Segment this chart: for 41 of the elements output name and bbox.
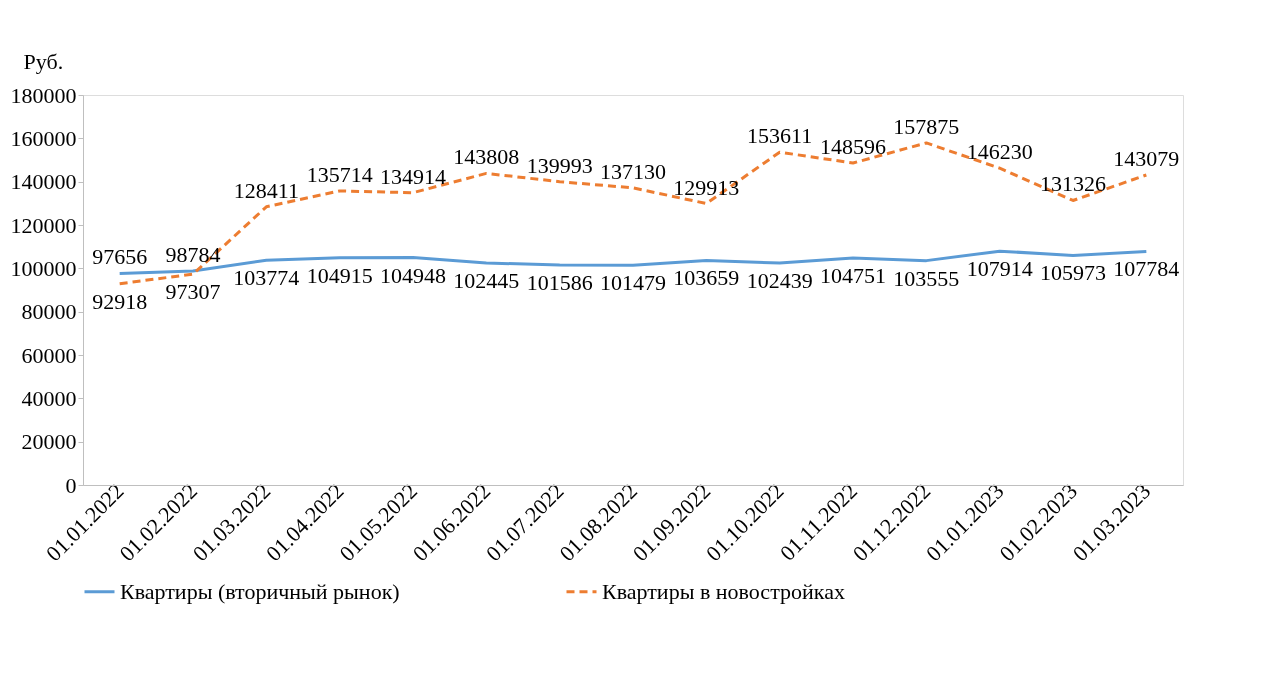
data-label: 148596 bbox=[820, 134, 886, 160]
data-label: 131326 bbox=[1040, 171, 1106, 197]
data-label: 92918 bbox=[92, 288, 148, 314]
data-label: 107914 bbox=[966, 256, 1033, 282]
legend-label: Квартиры (вторичный рынок) bbox=[120, 578, 400, 604]
data-label: 104915 bbox=[306, 262, 373, 288]
data-label: 143808 bbox=[453, 144, 520, 170]
data-label: 139993 bbox=[526, 152, 593, 178]
data-label: 134914 bbox=[380, 163, 446, 189]
y-axis-title: Руб. bbox=[23, 48, 64, 74]
data-label: 137130 bbox=[600, 158, 666, 184]
y-tick-label: 100000 bbox=[10, 255, 77, 281]
data-label: 153611 bbox=[747, 123, 813, 149]
data-label: 101479 bbox=[600, 270, 666, 296]
y-tick-label: 120000 bbox=[10, 212, 77, 238]
data-label: 98784 bbox=[165, 241, 221, 267]
y-tick-label: 40000 bbox=[21, 385, 77, 411]
data-label: 103774 bbox=[233, 265, 300, 291]
y-tick-label: 180000 bbox=[10, 82, 77, 108]
data-label: 104948 bbox=[380, 262, 446, 288]
y-tick-label: 20000 bbox=[21, 429, 77, 455]
data-label: 105973 bbox=[1040, 260, 1106, 286]
y-tick-label: 80000 bbox=[21, 299, 77, 325]
data-label: 146230 bbox=[966, 139, 1033, 165]
data-label: 103659 bbox=[673, 265, 740, 291]
y-tick-label: 60000 bbox=[21, 342, 77, 368]
y-tick-label: 140000 bbox=[10, 169, 77, 195]
data-label: 102445 bbox=[453, 268, 520, 294]
y-tick-label: 160000 bbox=[10, 125, 77, 151]
data-label: 97307 bbox=[165, 279, 221, 305]
data-label: 157875 bbox=[893, 113, 960, 139]
data-label: 102439 bbox=[746, 268, 813, 294]
data-label: 143079 bbox=[1113, 146, 1180, 171]
data-label: 103555 bbox=[893, 265, 960, 291]
data-label: 107784 bbox=[1113, 256, 1180, 282]
data-label: 104751 bbox=[820, 263, 886, 289]
data-label: 97656 bbox=[92, 244, 148, 270]
data-label: 101586 bbox=[526, 269, 593, 295]
data-label: 135714 bbox=[306, 161, 373, 187]
legend-label: Квартиры в новостройках bbox=[602, 578, 845, 604]
data-label: 128411 bbox=[233, 177, 299, 203]
